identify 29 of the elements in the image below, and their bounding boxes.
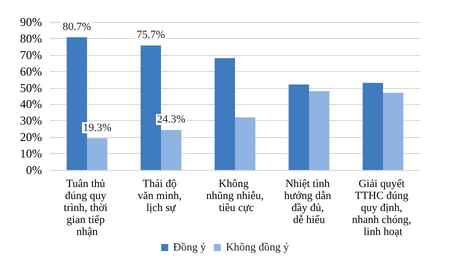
y-tick-label: 50% xyxy=(20,80,42,95)
y-tick-label: 40% xyxy=(20,97,42,112)
x-tick-label: Thái độ văn minh, lịch sự xyxy=(138,178,184,214)
y-tick-label: 0% xyxy=(26,163,42,177)
bar xyxy=(309,91,330,170)
data-label: 75.7% xyxy=(136,29,166,42)
y-tick-label: 60% xyxy=(20,64,42,78)
x-tick-label: Giải quyết TTHC đúng quy định, nhanh chóng, linh hoạt xyxy=(352,178,414,238)
bar xyxy=(383,92,404,170)
bar xyxy=(87,138,108,170)
data-label: 24.3% xyxy=(156,114,186,126)
bar xyxy=(362,82,383,170)
y-tick-label: 10% xyxy=(20,146,42,161)
legend-label: Đồng ý xyxy=(173,242,206,254)
bar xyxy=(161,130,182,170)
y-tick-label: 90% xyxy=(20,15,42,29)
bar xyxy=(288,84,309,170)
legend-label: Không đồng ý xyxy=(226,242,290,254)
data-label: 80.7% xyxy=(62,20,92,33)
bar xyxy=(235,117,256,170)
y-tick-label: 20% xyxy=(20,130,42,144)
x-tick-label: Nhiệt tình hướng dẫn đầy đủ, dễ hiểu xyxy=(284,178,334,226)
y-tick-label: 70% xyxy=(20,48,42,62)
x-tick-label: Tuân thủ đúng quy trình, thời gian tiếp nhận xyxy=(64,178,110,238)
x-tick-label: Không nhũng nhiễu, tiêu cực xyxy=(206,178,264,214)
data-label: 19.3% xyxy=(82,122,112,134)
y-tick-label: 80% xyxy=(20,31,42,46)
bar xyxy=(214,58,235,170)
y-tick-label: 30% xyxy=(20,114,42,128)
